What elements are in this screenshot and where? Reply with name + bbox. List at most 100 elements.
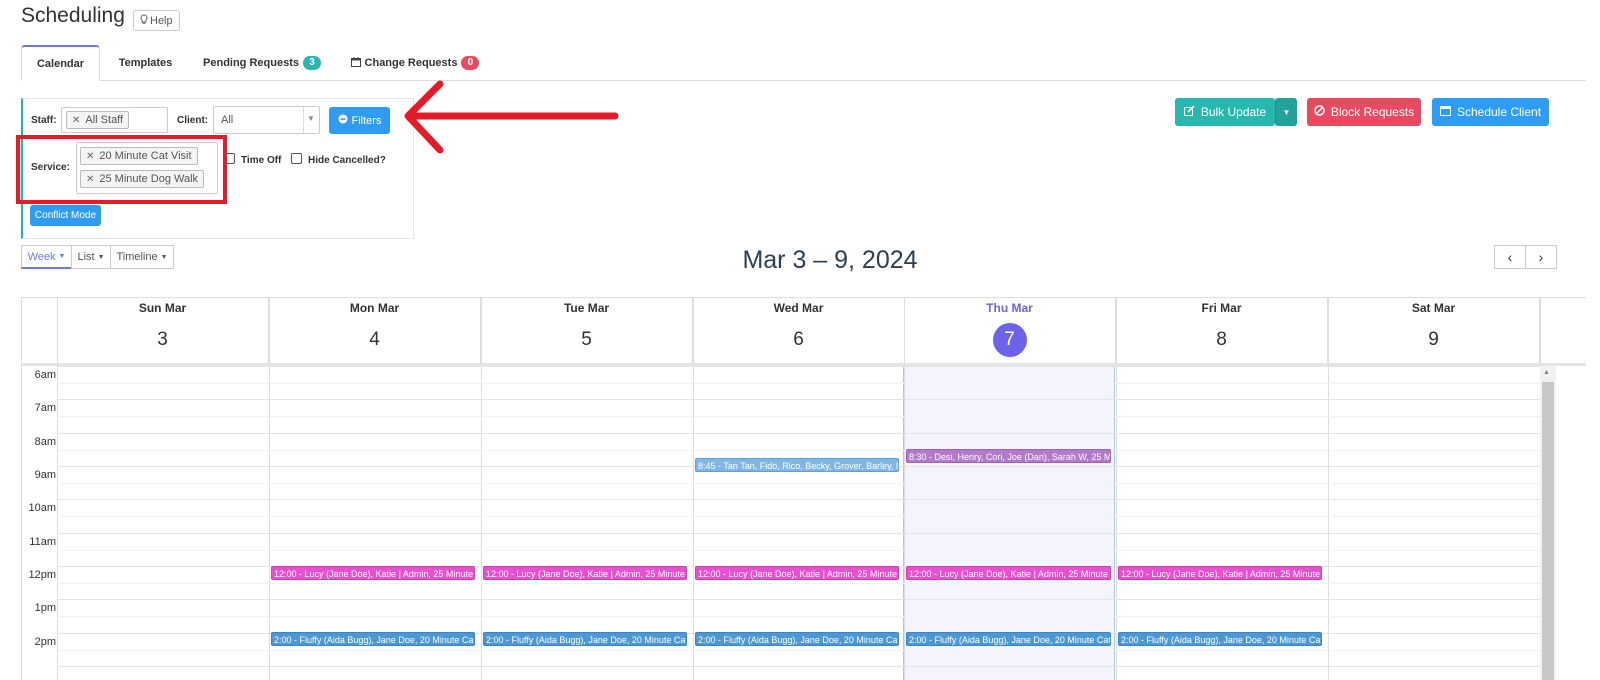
calendar-event[interactable]: 2:00 - Fluffy (Aida Bugg), Jane Doe, 20 … (271, 632, 475, 646)
time-off-label: Time Off (241, 155, 282, 166)
help-label: Help (150, 14, 173, 27)
tab-calendar[interactable]: Calendar (21, 45, 100, 81)
header-separator (21, 363, 1586, 366)
hour-line (57, 533, 1540, 534)
next-week-button[interactable]: › (1525, 245, 1557, 269)
conflict-mode-button[interactable]: Conflict Mode (30, 205, 101, 226)
remove-icon[interactable]: ✕ (72, 114, 81, 126)
calendar-event[interactable]: 8:30 - Desi, Henry, Cori, Joe (Dan), Sar… (906, 449, 1111, 463)
day-number: 4 (369, 329, 380, 350)
bulk-update-button[interactable]: Bulk Update (1175, 98, 1275, 126)
chevron-right-icon: › (1538, 249, 1544, 265)
chevron-left-icon: ‹ (1507, 249, 1513, 265)
half-hour-line (57, 416, 1540, 417)
day-number: 8 (1216, 329, 1227, 350)
service-tag[interactable]: ✕ 25 Minute Dog Walk (80, 170, 205, 188)
caret-down-icon: ▼ (97, 253, 105, 261)
day-header-tue[interactable]: Tue Mar 5 (481, 297, 693, 364)
hour-label: 9am (34, 469, 56, 481)
calendar-event[interactable]: 2:00 - Fluffy (Aida Bugg), Jane Doe, 20 … (483, 632, 687, 646)
staff-tag-label: All Staff (85, 114, 124, 126)
bulk-update-dropdown-button[interactable]: ▼ (1275, 98, 1297, 126)
minus-circle-icon (338, 114, 348, 127)
day-header-fri[interactable]: Fri Mar 8 (1116, 297, 1328, 364)
half-hour-line (57, 483, 1540, 484)
view-list-button[interactable]: List ▼ (71, 245, 111, 269)
filters-button-label: Filters (351, 114, 382, 127)
client-label: Client: (177, 115, 209, 126)
client-select[interactable]: All ▼ (213, 106, 320, 134)
day-number: 6 (793, 329, 804, 350)
calendar-event[interactable]: 12:00 - Lucy (Jane Doe), Katie | Admin, … (906, 566, 1111, 580)
hour-label: 12pm (28, 569, 56, 581)
tab-label: Templates (118, 57, 173, 69)
scroll-up-icon[interactable]: ▲ (1543, 369, 1550, 376)
hour-line (57, 599, 1540, 600)
hide-cancelled-checkbox[interactable] (291, 153, 302, 164)
lightbulb-icon (140, 13, 148, 28)
day-header-mon[interactable]: Mon Mar 4 (269, 297, 481, 364)
column-divider (693, 297, 694, 680)
hour-label: 10am (28, 502, 56, 514)
calendar-icon (350, 56, 361, 70)
filters-button[interactable]: Filters (329, 107, 390, 134)
day-name: Fri Mar (1201, 301, 1242, 315)
service-tag[interactable]: ✕ 20 Minute Cat Visit (80, 147, 198, 165)
day-header-sun[interactable]: Sun Mar 3 (57, 297, 269, 364)
day-header-thu[interactable]: Thu Mar 7 (904, 297, 1116, 364)
day-name: Thu Mar (986, 301, 1033, 315)
calendar-event[interactable]: 8:45 - Tan Tan, Fido, Rico, Becky, Grove… (695, 458, 899, 472)
tab-change-requests[interactable]: Change Requests 0 (350, 45, 480, 81)
calendar-event[interactable]: 2:00 - Fluffy (Aida Bugg), Jane Doe, 20 … (1118, 632, 1322, 646)
ban-icon (1314, 105, 1325, 119)
scrollbar-thumb[interactable] (1542, 382, 1554, 680)
tab-label: Pending Requests (203, 57, 299, 69)
calendar-event[interactable]: 12:00 - Lucy (Jane Doe), Katie | Admin, … (483, 566, 687, 580)
column-divider (269, 297, 270, 680)
half-hour-line (57, 650, 1540, 651)
column-divider (1328, 297, 1329, 680)
day-header-wed[interactable]: Wed Mar 6 (693, 297, 905, 364)
annotation-highlight-box (16, 135, 227, 204)
column-divider (904, 297, 905, 680)
view-week-button[interactable]: Week ▼ (21, 245, 72, 269)
block-requests-button[interactable]: Block Requests (1307, 98, 1421, 126)
day-name: Sat Mar (1411, 301, 1456, 315)
service-label: Service: (31, 162, 70, 173)
calendar-event[interactable]: 2:00 - Fluffy (Aida Bugg), Jane Doe, 20 … (695, 632, 899, 646)
hour-label: 7am (34, 402, 56, 414)
hour-line (57, 366, 1540, 367)
service-tag-label: 25 Minute Dog Walk (99, 173, 199, 185)
column-divider (481, 297, 482, 680)
hour-label: 8am (34, 436, 56, 448)
tabs-divider (21, 80, 1586, 81)
tab-templates[interactable]: Templates (108, 45, 183, 81)
caret-down-icon: ▼ (160, 253, 168, 261)
chevron-down-icon: ▼ (307, 114, 315, 123)
view-list-label: List (77, 251, 95, 263)
tab-pending-requests[interactable]: Pending Requests 3 (200, 45, 324, 81)
caret-down-icon: ▼ (58, 253, 66, 260)
day-name: Mon Mar (349, 301, 400, 315)
page-title: Scheduling (21, 4, 125, 27)
calendar-event[interactable]: 12:00 - Lucy (Jane Doe), Katie | Admin, … (695, 566, 899, 580)
remove-icon[interactable]: ✕ (86, 150, 95, 162)
calendar-event[interactable]: 2:00 - Fluffy (Aida Bugg), Jane Doe, 20 … (906, 632, 1111, 646)
hour-label: 6am (34, 369, 56, 381)
staff-tag[interactable]: ✕ All Staff (66, 111, 130, 129)
half-hour-line (57, 516, 1540, 517)
calendar-event[interactable]: 12:00 - Lucy (Jane Doe), Katie | Admin, … (271, 566, 475, 580)
bulk-update-label: Bulk Update (1200, 105, 1267, 119)
staff-select[interactable]: ✕ All Staff (61, 107, 168, 133)
day-header-sat[interactable]: Sat Mar 9 (1328, 297, 1540, 364)
view-timeline-button[interactable]: Timeline ▼ (110, 245, 174, 269)
view-timeline-label: Timeline (116, 251, 158, 263)
help-button[interactable]: Help (133, 10, 180, 31)
calendar-event[interactable]: 12:00 - Lucy (Jane Doe), Katie | Admin, … (1118, 566, 1322, 580)
service-select[interactable]: ✕ 20 Minute Cat Visit ✕ 25 Minute Dog Wa… (76, 142, 218, 194)
service-tag-label: 20 Minute Cat Visit (99, 150, 192, 162)
prev-week-button[interactable]: ‹ (1494, 245, 1526, 269)
day-number: 9 (1428, 329, 1439, 350)
remove-icon[interactable]: ✕ (86, 173, 95, 185)
schedule-client-button[interactable]: Schedule Client (1432, 98, 1549, 126)
